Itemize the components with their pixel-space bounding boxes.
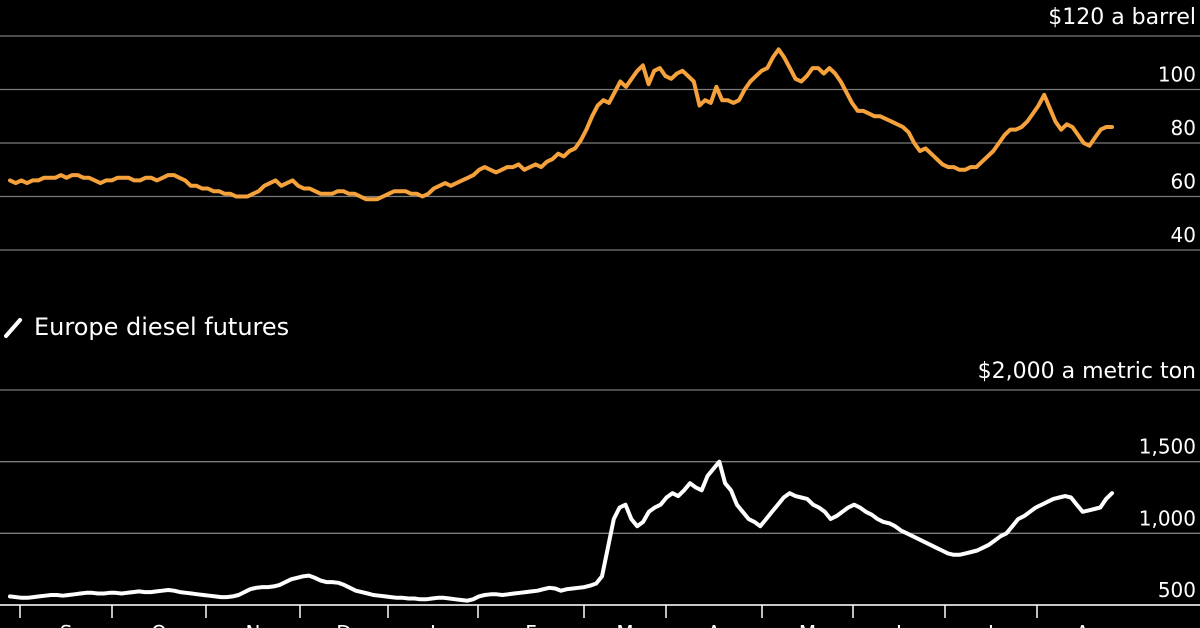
x-tick-label: A — [707, 621, 721, 628]
top-y-tick-label: 60 — [1171, 170, 1196, 194]
top-y-tick-label: 40 — [1171, 223, 1196, 247]
x-tick-label: J — [428, 621, 436, 628]
legend-swatch — [4, 318, 22, 338]
x-tick-label: D — [336, 621, 351, 628]
x-tick-label: O — [151, 621, 167, 628]
x-tick-label: M — [799, 621, 816, 628]
bottom-unit-label: $2,000 a metric ton — [978, 359, 1196, 384]
legend-label: Europe diesel futures — [34, 313, 289, 341]
bottom-y-tick-label: 500 — [1158, 578, 1196, 602]
bottom-y-tick-label: 1,000 — [1139, 506, 1196, 530]
x-tick-label: J — [986, 621, 994, 628]
x-tick-label: A — [1076, 621, 1090, 628]
x-tick-label: F — [525, 621, 537, 628]
bottom-y-ticks: 1,500 1,000 500 — [1139, 435, 1196, 602]
diesel-panel: $2,000 a metric ton 1,500 1,000 500 — [0, 359, 1200, 606]
x-tick-label: S — [60, 621, 73, 628]
diesel-series-line — [8, 459, 1114, 603]
top-y-tick-label: 80 — [1171, 116, 1196, 140]
crude-oil-series-line — [8, 47, 1114, 202]
top-gridlines — [0, 88, 1200, 251]
top-y-ticks: 100 80 60 40 — [1158, 63, 1196, 248]
x-tick-label: J — [894, 621, 902, 628]
top-unit-label: $120 a barrel — [1048, 5, 1196, 30]
legend: Europe diesel futures — [4, 313, 289, 341]
top-y-tick-label: 100 — [1158, 63, 1196, 87]
bottom-gridlines — [0, 461, 1200, 606]
crude-oil-panel: $120 a barrel 100 80 60 40 — [0, 5, 1200, 251]
bottom-y-tick-label: 1,500 — [1139, 435, 1196, 459]
x-axis: SONDJFMAMJJA — [19, 605, 1090, 628]
x-tick-label: M — [616, 621, 633, 628]
x-tick-label: N — [246, 621, 261, 628]
